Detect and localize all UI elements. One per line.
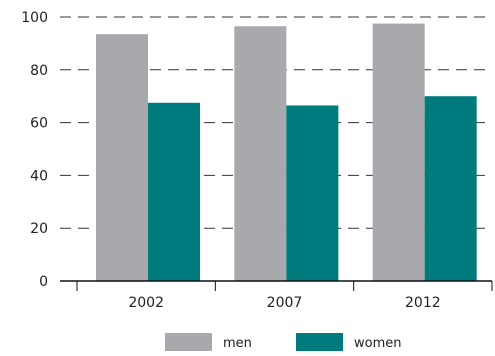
legend-label-men: men [223, 336, 252, 351]
y-axis: 0 20 40 60 80 100 [21, 10, 48, 290]
x-tick-label: 2002 [128, 295, 164, 311]
legend: men women [165, 333, 402, 351]
bars [96, 23, 477, 281]
bar-men-2007 [234, 26, 287, 281]
bar-men-2002 [96, 34, 148, 281]
bar-women-2012 [424, 96, 477, 281]
legend-label-women: women [354, 336, 402, 351]
y-tick-label: 100 [21, 10, 48, 26]
y-tick-label: 20 [30, 221, 48, 237]
y-tick-label: 0 [39, 274, 48, 290]
bar-women-2007 [286, 105, 339, 281]
y-tick-label: 40 [30, 168, 48, 184]
x-tick-label: 2007 [267, 295, 303, 311]
bar-men-2012 [372, 23, 425, 281]
y-tick-label: 80 [30, 63, 48, 79]
x-axis: 2002 2007 2012 [60, 280, 493, 311]
legend-swatch-women [296, 333, 343, 351]
y-tick-label: 60 [30, 116, 48, 132]
legend-swatch-men [165, 333, 212, 351]
bar-women-2002 [148, 102, 200, 281]
x-tick-label: 2012 [405, 295, 441, 311]
